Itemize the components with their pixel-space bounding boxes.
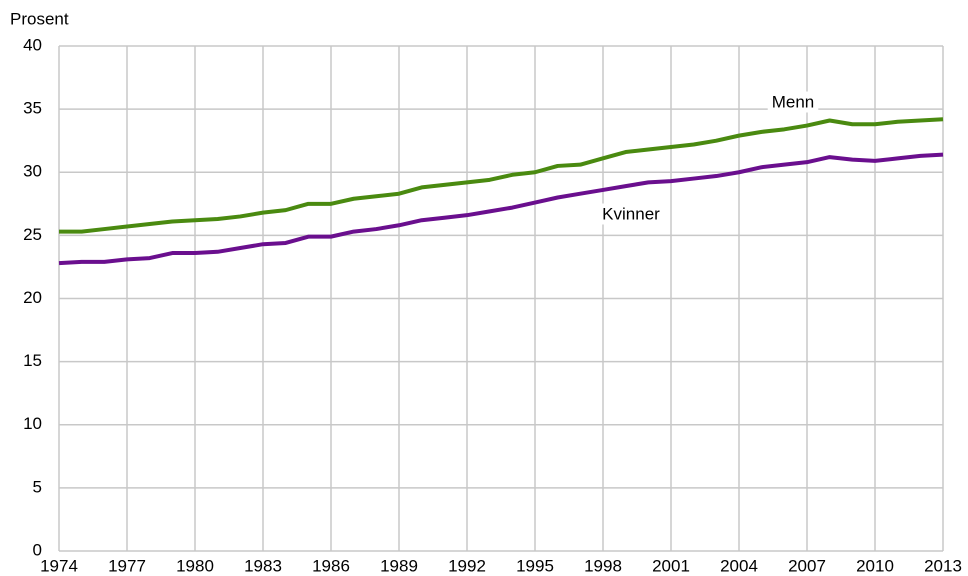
line-series (59, 117, 944, 234)
series-label: Menn (772, 92, 815, 111)
x-tick-label: 1998 (584, 556, 622, 575)
y-tick-label: 15 (23, 351, 42, 370)
x-tick-label: 2013 (924, 556, 962, 575)
y-tick-label: 35 (23, 99, 42, 118)
x-tick-label: 1992 (448, 556, 486, 575)
series-label: Kvinner (602, 204, 660, 223)
x-tick-label: 1977 (108, 556, 146, 575)
x-tick-label: 1983 (244, 556, 282, 575)
x-tick-label: 1989 (380, 556, 418, 575)
y-tick-label: 20 (23, 288, 42, 307)
y-tick-label: 25 (23, 225, 42, 244)
x-tick-label: 1980 (176, 556, 214, 575)
series-label-bg (767, 91, 819, 113)
y-tick-label: 0 (33, 540, 42, 559)
y-tick-label: 5 (33, 477, 42, 496)
x-tick-label: 2001 (652, 556, 690, 575)
x-tick-label: 1986 (312, 556, 350, 575)
y-tick-label: 30 (23, 162, 42, 181)
y-tick-label: 40 (23, 35, 42, 54)
y-tick-label: 10 (23, 414, 42, 433)
x-tick-label: 2004 (720, 556, 758, 575)
series-label-bg (598, 203, 665, 225)
x-tick-label: 1995 (516, 556, 554, 575)
x-tick-label: 2010 (856, 556, 894, 575)
line-series (58, 152, 944, 266)
y-axis-label: Prosent (10, 9, 69, 28)
x-tick-label: 2007 (788, 556, 826, 575)
x-tick-label: 1974 (40, 556, 78, 575)
